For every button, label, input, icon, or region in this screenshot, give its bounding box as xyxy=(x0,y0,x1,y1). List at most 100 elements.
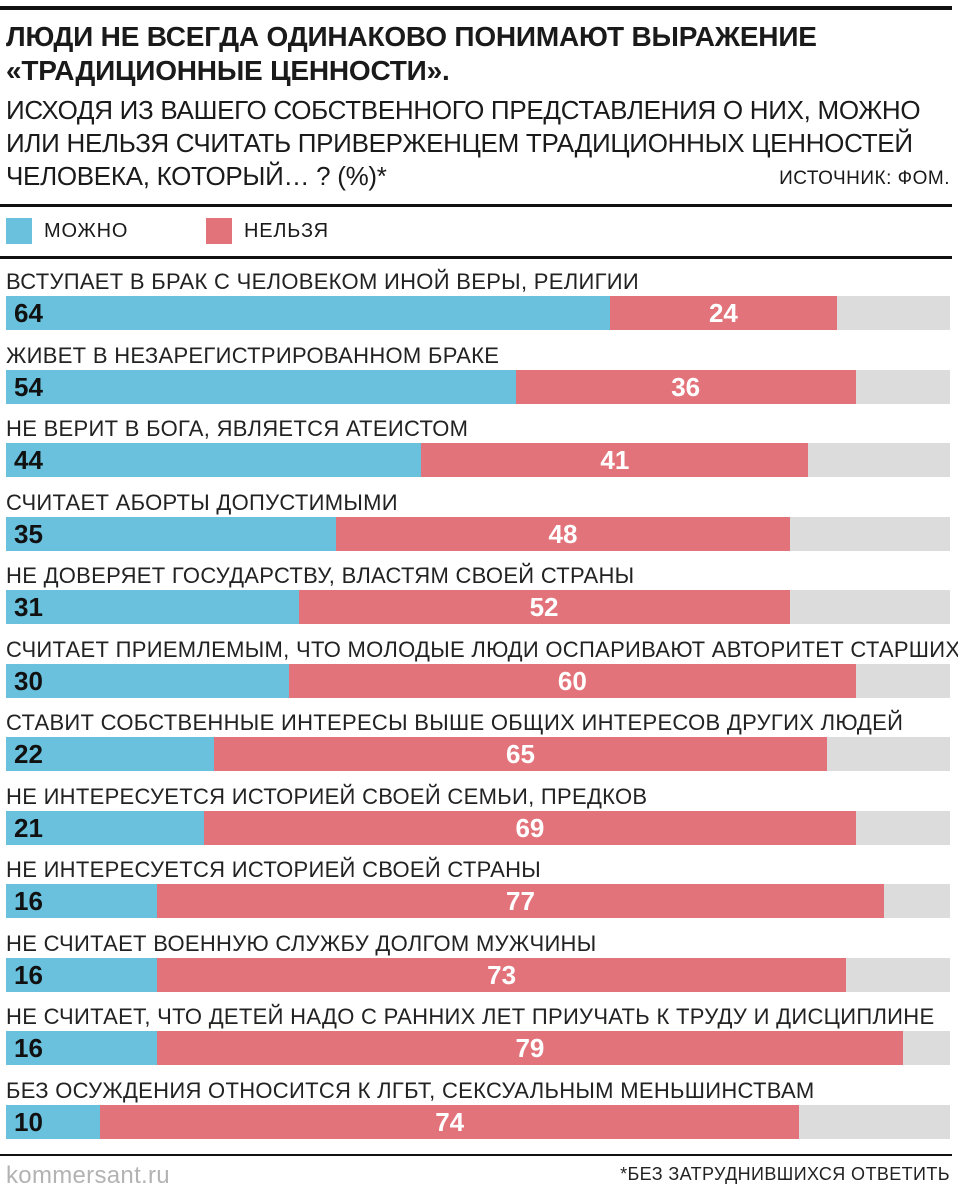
category-label: НЕ ВЕРИТ В БОГА, ЯВЛЯЕТСЯ АТЕИСТОМ xyxy=(6,416,469,441)
category-label: ЖИВЕТ В НЕЗАРЕГИСТРИРОВАННОМ БРАКЕ xyxy=(6,343,500,368)
bar-remainder: 44 41 xyxy=(6,443,950,477)
bar-yes xyxy=(6,443,422,477)
legend-item-no: НЕЛЬЗЯ xyxy=(206,218,329,244)
legend-item-yes: МОЖНО xyxy=(6,218,128,244)
value-label-yes: 16 xyxy=(14,886,43,916)
bar-yes xyxy=(6,737,214,771)
value-label-no: 52 xyxy=(529,592,559,622)
value-label-yes: 16 xyxy=(14,960,43,990)
chart-row: НЕ СЧИТАЕТ, ЧТО ДЕТЕЙ НАДО С РАННИХ ЛЕТ … xyxy=(0,1003,952,1073)
category-label: СЧИТАЕТ АБОРТЫ ДОПУСТИМЫМИ xyxy=(6,490,398,515)
bar-remainder: 10 74 xyxy=(6,1105,950,1139)
value-label-yes: 54 xyxy=(14,372,43,402)
bar-no xyxy=(100,1105,799,1139)
legend-swatch-yes xyxy=(6,218,32,244)
value-label-no: 41 xyxy=(600,445,630,475)
chart-row: СЧИТАЕТ ПРИЕМЛЕМЫМ, ЧТО МОЛОДЫЕ ЛЮДИ ОСП… xyxy=(0,636,958,706)
category-label: НЕ ИНТЕРЕСУЕТСЯ ИСТОРИЕЙ СВОЕЙ СЕМЬИ, ПР… xyxy=(6,784,648,809)
value-label-no: 60 xyxy=(557,666,587,696)
bar-yes xyxy=(6,811,205,845)
bar-yes xyxy=(6,1031,158,1065)
value-label-yes: 21 xyxy=(14,813,43,843)
value-label-no: 48 xyxy=(548,519,578,549)
footer-divider xyxy=(0,1154,952,1156)
chart-row: НЕ ИНТЕРЕСУЕТСЯ ИСТОРИЕЙ СВОЕЙ СЕМЬИ, ПР… xyxy=(0,783,952,853)
chart-subtitle: ИСХОДЯ ИЗ ВАШЕГО СОБСТВЕННОГО ПРЕДСТАВЛЕ… xyxy=(6,95,921,191)
chart-row: СТАВИТ СОБСТВЕННЫЕ ИНТЕРЕСЫ ВЫШЕ ОБЩИХ И… xyxy=(0,709,952,779)
bar-no xyxy=(157,1031,903,1065)
category-label: СЧИТАЕТ ПРИЕМЛЕМЫМ, ЧТО МОЛОДЫЕ ЛЮДИ ОСП… xyxy=(6,637,958,662)
category-label: СТАВИТ СОБСТВЕННЫЕ ИНТЕРЕСЫ ВЫШЕ ОБЩИХ И… xyxy=(6,710,904,735)
value-label-no: 69 xyxy=(515,813,545,843)
bar-yes xyxy=(6,958,158,992)
chart-row: НЕ СЧИТАЕТ ВОЕННУЮ СЛУЖБУ ДОЛГОМ МУЖЧИНЫ… xyxy=(0,930,952,1000)
value-label-yes: 30 xyxy=(14,666,43,696)
bar-remainder: 35 48 xyxy=(6,517,950,551)
legend-swatch-no xyxy=(206,218,232,244)
chart-title: ЛЮДИ НЕ ВСЕГДА ОДИНАКОВО ПОНИМАЮТ ВЫРАЖЕ… xyxy=(6,21,817,86)
bar-no xyxy=(157,958,847,992)
bar-no xyxy=(289,664,856,698)
value-label-no: 36 xyxy=(671,372,701,402)
chart-row: ЖИВЕТ В НЕЗАРЕГИСТРИРОВАННОМ БРАКЕ 54 36 xyxy=(0,342,952,412)
bar-no xyxy=(336,517,790,551)
top-rule xyxy=(0,6,952,10)
chart-row: СЧИТАЕТ АБОРТЫ ДОПУСТИМЫМИ 35 48 xyxy=(0,489,952,559)
value-label-no: 74 xyxy=(435,1107,465,1137)
category-label: ВСТУПАЕТ В БРАК С ЧЕЛОВЕКОМ ИНОЙ ВЕРЫ, Р… xyxy=(6,269,640,294)
category-label: НЕ СЧИТАЕТ, ЧТО ДЕТЕЙ НАДО С РАННИХ ЛЕТ … xyxy=(6,1004,935,1029)
category-label: НЕ ИНТЕРЕСУЕТСЯ ИСТОРИЕЙ СВОЕЙ СТРАНЫ xyxy=(6,857,542,882)
value-label-no: 24 xyxy=(708,298,738,328)
bar-no xyxy=(515,370,856,404)
legend-label-yes: МОЖНО xyxy=(44,219,129,242)
category-label: БЕЗ ОСУЖДЕНИЯ ОТНОСИТСЯ К ЛГБТ, СЕКСУАЛЬ… xyxy=(6,1078,815,1103)
chart-row: НЕ ВЕРИТ В БОГА, ЯВЛЯЕТСЯ АТЕИСТОМ 44 41 xyxy=(0,415,952,485)
bar-yes xyxy=(6,517,337,551)
header-divider xyxy=(0,204,952,207)
source-note: ИСТОЧНИК: ФОМ. xyxy=(779,168,950,189)
bar-no xyxy=(610,296,837,330)
bar-remainder: 30 60 xyxy=(6,664,950,698)
bar-remainder: 22 65 xyxy=(6,737,950,771)
chart-row: НЕ ИНТЕРЕСУЕТСЯ ИСТОРИЕЙ СВОЕЙ СТРАНЫ 16 7… xyxy=(0,856,952,926)
category-label: НЕ ДОВЕРЯЕТ ГОСУДАРСТВУ, ВЛАСТЯМ СВОЕЙ С… xyxy=(6,563,635,588)
value-label-no: 65 xyxy=(506,739,535,769)
bar-yes xyxy=(6,296,611,330)
bar-no xyxy=(213,737,828,771)
value-label-yes: 10 xyxy=(14,1107,43,1137)
value-label-no: 79 xyxy=(515,1033,545,1063)
chart-row: НЕ ДОВЕРЯЕТ ГОСУДАРСТВУ, ВЛАСТЯМ СВОЕЙ С… xyxy=(0,562,952,632)
bar-yes xyxy=(6,664,290,698)
bar-yes xyxy=(6,370,516,404)
legend-divider xyxy=(0,256,952,259)
bar-remainder: 54 36 xyxy=(6,370,950,404)
value-label-yes: 35 xyxy=(14,519,43,549)
stacked-bar-chart: ВСТУПАЕТ В БРАК С ЧЕЛОВЕКОМ ИНОЙ ВЕРЫ, Р… xyxy=(0,268,958,1148)
publisher-credit: kommersant.ru xyxy=(6,1162,170,1189)
bar-no xyxy=(298,590,790,624)
value-label-no: 73 xyxy=(487,960,517,990)
bar-remainder: 31 52 xyxy=(6,590,950,624)
legend-label-no: НЕЛЬЗЯ xyxy=(244,219,329,242)
bar-remainder: 64 24 xyxy=(6,296,950,330)
bar-remainder: 16 77 xyxy=(6,884,950,918)
bar-remainder: 16 79 xyxy=(6,1031,950,1065)
value-label-no: 77 xyxy=(506,886,535,916)
value-label-yes: 44 xyxy=(14,445,43,475)
bar-yes xyxy=(6,884,158,918)
value-label-yes: 22 xyxy=(14,739,43,769)
bar-yes xyxy=(6,590,299,624)
category-label: НЕ СЧИТАЕТ ВОЕННУЮ СЛУЖБУ ДОЛГОМ МУЖЧИНЫ xyxy=(6,931,597,956)
value-label-yes: 64 xyxy=(14,298,43,328)
value-label-yes: 31 xyxy=(14,592,43,622)
value-label-yes: 16 xyxy=(14,1033,43,1063)
bar-no xyxy=(157,884,884,918)
footnote: *БЕЗ ЗАТРУДНИВШИХСЯ ОТВЕТИТЬ xyxy=(620,1164,950,1184)
bar-no xyxy=(204,811,856,845)
bar-yes xyxy=(6,1105,101,1139)
bar-remainder: 16 73 xyxy=(6,958,950,992)
chart-row: ВСТУПАЕТ В БРАК С ЧЕЛОВЕКОМ ИНОЙ ВЕРЫ, Р… xyxy=(0,268,952,338)
bar-no xyxy=(421,443,809,477)
bar-remainder: 21 69 xyxy=(6,811,950,845)
chart-row: БЕЗ ОСУЖДЕНИЯ ОТНОСИТСЯ К ЛГБТ, СЕКСУАЛЬ… xyxy=(0,1077,952,1147)
